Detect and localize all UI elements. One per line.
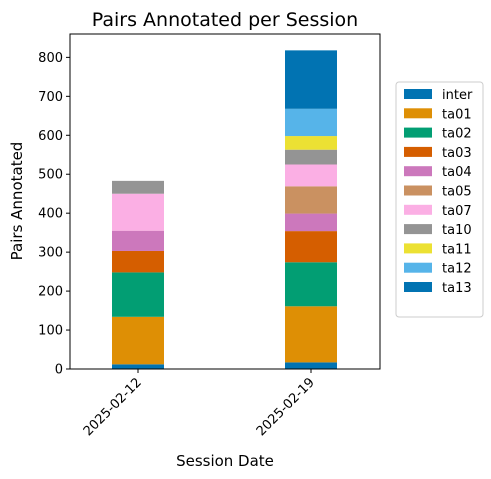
y-tick-label: 800 (38, 51, 63, 66)
legend-swatch-ta07 (404, 204, 432, 215)
bar-segment-ta03-2025-02-12 (112, 250, 164, 273)
legend-label-ta10: ta10 (442, 223, 472, 238)
bar-segment-ta03-2025-02-19 (285, 231, 337, 263)
legend-frame (395, 81, 484, 318)
legend-label-ta03: ta03 (442, 146, 472, 161)
chart-title: Pairs Annotated per Session (92, 9, 358, 31)
legend-swatch-ta05 (404, 185, 432, 196)
x-tick-label: 2025-02-19 (254, 375, 318, 439)
bar-segment-inter-2025-02-12 (112, 364, 164, 369)
bar-segment-ta01-2025-02-19 (285, 306, 337, 363)
legend-swatch-ta02 (404, 127, 432, 138)
bar-segment-ta10-2025-02-12 (112, 180, 164, 194)
legend: inter ta01 ta02 ta03 ta04 ta05 ta07 ta10 ta11 ta1… (395, 81, 484, 318)
bar-segment-ta10-2025-02-19 (285, 149, 337, 165)
y-tick-label: 600 (38, 129, 63, 144)
legend-swatch-ta13 (404, 282, 432, 292)
y-tick-label: 500 (38, 168, 63, 183)
legend-swatch-ta12 (404, 262, 432, 273)
legend-label-ta13: ta13 (442, 281, 472, 296)
legend-swatch-ta03 (404, 146, 432, 157)
plot-frame (69, 33, 381, 370)
y-tick-label: 100 (38, 324, 63, 339)
y-axis-label: Pairs Annotated (8, 142, 26, 261)
legend-label-ta01: ta01 (442, 107, 472, 122)
bar-segment-ta13-2025-02-19 (285, 50, 337, 109)
legend-label-ta11: ta11 (442, 242, 472, 257)
y-tick-label: 700 (38, 90, 63, 105)
x-axis-label: Session Date (176, 452, 274, 470)
legend-label-ta02: ta02 (442, 127, 472, 142)
legend-swatch-ta11 (404, 243, 432, 254)
legend-swatch-ta10 (404, 224, 432, 235)
y-tick-label: 300 (38, 246, 63, 261)
y-tick-label: 200 (38, 285, 63, 300)
bar-segment-ta07-2025-02-12 (112, 193, 164, 231)
legend-swatch-inter (404, 89, 432, 99)
legend-label-ta07: ta07 (442, 204, 472, 219)
legend-label-ta05: ta05 (442, 185, 472, 200)
bar-segment-inter-2025-02-19 (285, 362, 337, 369)
bar-segment-ta02-2025-02-19 (285, 262, 337, 307)
bar-segment-ta11-2025-02-19 (285, 136, 337, 150)
bar-segment-ta04-2025-02-12 (112, 230, 164, 251)
legend-swatch-ta04 (404, 166, 432, 177)
bar-segment-ta07-2025-02-19 (285, 164, 337, 187)
legend-label-ta04: ta04 (442, 165, 472, 180)
bar-segment-ta12-2025-02-19 (285, 108, 337, 137)
y-axis: 0 100 200 300 400 500 600 700 800 (38, 51, 70, 378)
bar-segment-ta02-2025-02-12 (112, 272, 164, 317)
bar-segment-ta01-2025-02-12 (112, 316, 164, 365)
x-tick-label: 2025-02-12 (81, 375, 145, 439)
legend-label-inter: inter (442, 88, 473, 103)
bars-group (112, 50, 337, 369)
bar-segment-ta04-2025-02-19 (285, 213, 337, 232)
x-axis: 2025-02-12 2025-02-19 (81, 369, 318, 439)
y-tick-label: 0 (55, 363, 63, 378)
legend-label-ta12: ta12 (442, 262, 472, 277)
y-tick-label: 400 (38, 207, 63, 222)
legend-swatch-ta01 (404, 108, 432, 119)
bar-segment-ta05-2025-02-19 (285, 186, 337, 214)
